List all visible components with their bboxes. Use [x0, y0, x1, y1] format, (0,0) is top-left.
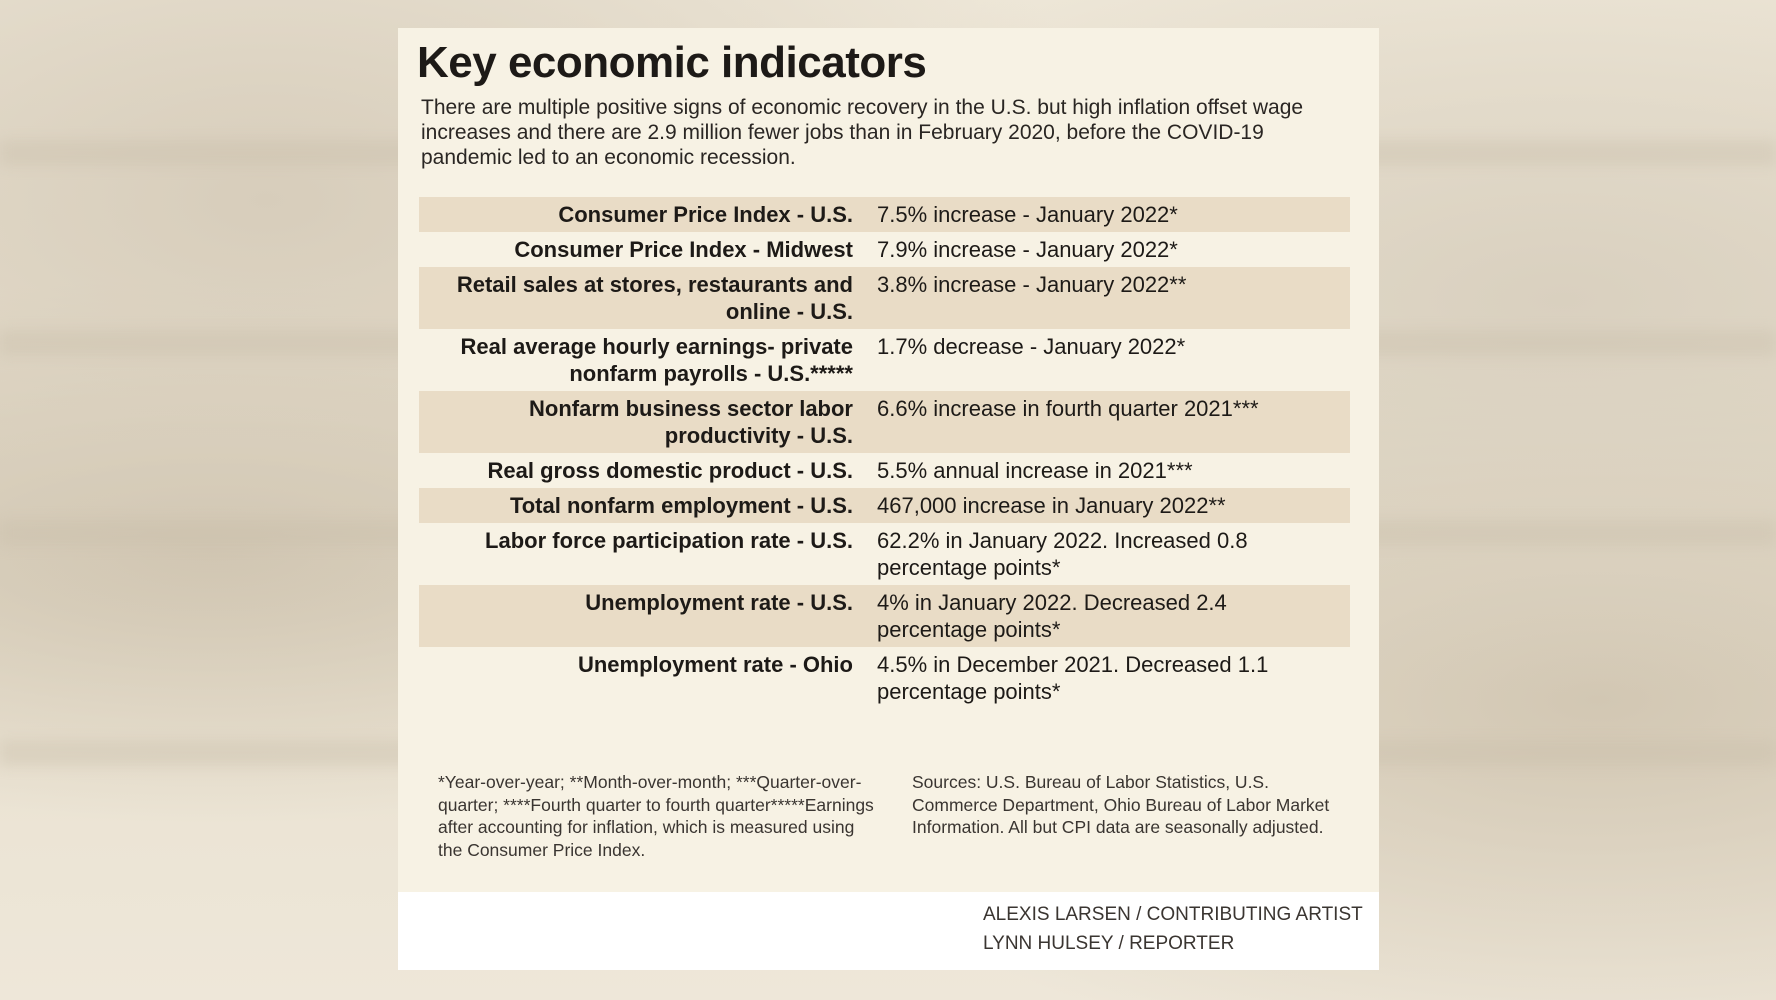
- indicator-value: 6.6% increase in fourth quarter 2021***: [877, 396, 1259, 421]
- reporter-credit: LYNN HULSEY / REPORTER: [983, 933, 1235, 954]
- indicator-row: Unemployment rate - Ohio 4.5% in Decembe…: [419, 647, 1350, 709]
- indicator-value: 5.5% annual increase in 2021***: [877, 458, 1193, 483]
- infographic-title: Key economic indicators: [417, 38, 927, 87]
- footnotes: *Year-over-year; **Month-over-month; ***…: [438, 772, 874, 860]
- indicator-value: 7.9% increase - January 2022*: [877, 237, 1178, 262]
- indicator-row: Unemployment rate - U.S. 4% in January 2…: [419, 585, 1350, 647]
- infographic-card: Key economic indicators There are multip…: [398, 28, 1379, 970]
- intro-text: There are multiple positive signs of eco…: [421, 96, 1304, 169]
- sources-note: Sources: U.S. Bureau of Labor Statistics…: [912, 772, 1330, 837]
- indicator-label: Consumer Price Index - U.S.: [558, 202, 853, 227]
- indicator-value: 7.5% increase - January 2022*: [877, 202, 1178, 227]
- indicator-label: Labor force participation rate - U.S.: [485, 528, 853, 553]
- indicator-value: 1.7% decrease - January 2022*: [877, 334, 1186, 359]
- indicator-row: Retail sales at stores, restaurants and …: [419, 267, 1350, 329]
- indicator-label: Total nonfarm employment - U.S.: [509, 493, 853, 518]
- indicator-value: 4% in January 2022. Decreased 2.4 percen…: [877, 590, 1227, 642]
- indicator-row: Total nonfarm employment - U.S. 467,000 …: [419, 488, 1350, 523]
- indicator-row: Consumer Price Index - Midwest 7.9% incr…: [419, 232, 1350, 267]
- indicator-label: Real gross domestic product - U.S.: [487, 458, 853, 483]
- credits-bar: ALEXIS LARSEN / CONTRIBUTING ARTIST LYNN…: [398, 892, 1379, 970]
- artist-credit: ALEXIS LARSEN / CONTRIBUTING ARTIST: [983, 904, 1363, 925]
- indicator-row: Labor force participation rate - U.S. 62…: [419, 523, 1350, 585]
- indicator-row: Nonfarm business sector labor productivi…: [419, 391, 1350, 453]
- indicator-label: Unemployment rate - Ohio: [577, 652, 853, 677]
- indicators-table: Consumer Price Index - U.S. 7.5% increas…: [419, 197, 1350, 709]
- indicator-value: 62.2% in January 2022. Increased 0.8 per…: [877, 528, 1248, 580]
- indicator-row: Real average hourly earnings- private no…: [419, 329, 1350, 391]
- indicator-value: 467,000 increase in January 2022**: [877, 493, 1226, 518]
- indicator-row: Consumer Price Index - U.S. 7.5% increas…: [419, 197, 1350, 232]
- indicator-label: Nonfarm business sector labor productivi…: [529, 396, 853, 448]
- indicator-value: 4.5% in December 2021. Decreased 1.1 per…: [877, 652, 1269, 704]
- indicator-label: Retail sales at stores, restaurants and …: [456, 272, 853, 324]
- indicator-label: Unemployment rate - U.S.: [585, 590, 853, 615]
- indicator-row: Real gross domestic product - U.S. 5.5% …: [419, 453, 1350, 488]
- indicator-label: Consumer Price Index - Midwest: [514, 237, 853, 262]
- indicator-value: 3.8% increase - January 2022**: [877, 272, 1187, 297]
- indicator-label: Real average hourly earnings- private no…: [460, 334, 854, 386]
